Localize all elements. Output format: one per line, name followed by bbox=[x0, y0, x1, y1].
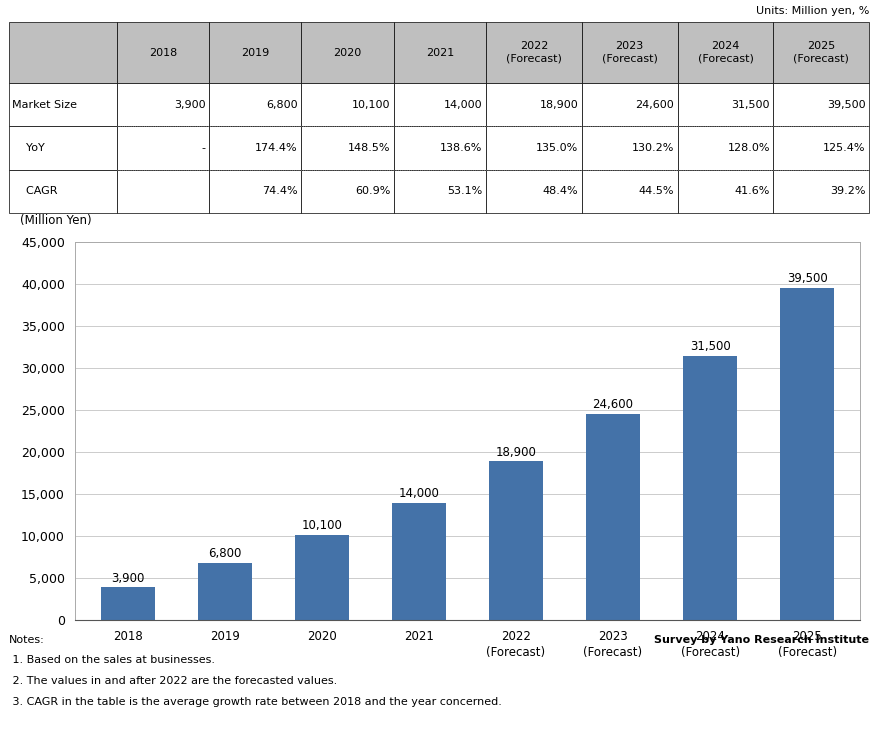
FancyBboxPatch shape bbox=[9, 170, 117, 213]
Text: 174.4%: 174.4% bbox=[255, 143, 297, 153]
Text: 2. The values in and after 2022 are the forecasted values.: 2. The values in and after 2022 are the … bbox=[9, 676, 337, 686]
FancyBboxPatch shape bbox=[209, 22, 301, 83]
FancyBboxPatch shape bbox=[393, 170, 486, 213]
FancyBboxPatch shape bbox=[9, 83, 117, 126]
Bar bbox=[682, 356, 736, 620]
Text: 39.2%: 39.2% bbox=[830, 186, 865, 196]
FancyBboxPatch shape bbox=[393, 22, 486, 83]
Text: 6,800: 6,800 bbox=[208, 547, 241, 560]
Text: 10,100: 10,100 bbox=[301, 520, 342, 532]
Bar bbox=[780, 288, 833, 620]
Text: 2025
(Forecast): 2025 (Forecast) bbox=[793, 41, 848, 64]
Text: 31,500: 31,500 bbox=[731, 100, 769, 109]
Text: 1. Based on the sales at businesses.: 1. Based on the sales at businesses. bbox=[9, 655, 215, 666]
Text: 2021: 2021 bbox=[425, 48, 453, 57]
FancyBboxPatch shape bbox=[486, 170, 581, 213]
Text: 44.5%: 44.5% bbox=[638, 186, 674, 196]
FancyBboxPatch shape bbox=[677, 22, 773, 83]
FancyBboxPatch shape bbox=[301, 22, 393, 83]
Text: 31,500: 31,500 bbox=[689, 340, 730, 352]
FancyBboxPatch shape bbox=[9, 22, 117, 83]
Text: Units: Million yen, %: Units: Million yen, % bbox=[755, 6, 868, 16]
FancyBboxPatch shape bbox=[677, 170, 773, 213]
FancyBboxPatch shape bbox=[209, 170, 301, 213]
Text: 10,100: 10,100 bbox=[352, 100, 389, 109]
FancyBboxPatch shape bbox=[773, 126, 868, 170]
FancyBboxPatch shape bbox=[9, 126, 117, 170]
FancyBboxPatch shape bbox=[677, 126, 773, 170]
Bar bbox=[488, 462, 542, 620]
Bar bbox=[586, 413, 639, 620]
Text: 3. CAGR in the table is the average growth rate between 2018 and the year concer: 3. CAGR in the table is the average grow… bbox=[9, 697, 501, 707]
Text: 41.6%: 41.6% bbox=[734, 186, 769, 196]
Text: 74.4%: 74.4% bbox=[262, 186, 297, 196]
Text: 2018: 2018 bbox=[148, 48, 177, 57]
FancyBboxPatch shape bbox=[773, 83, 868, 126]
Text: 39,500: 39,500 bbox=[786, 272, 826, 286]
Text: 18,900: 18,900 bbox=[539, 100, 578, 109]
Text: 125.4%: 125.4% bbox=[823, 143, 865, 153]
FancyBboxPatch shape bbox=[773, 22, 868, 83]
FancyBboxPatch shape bbox=[486, 126, 581, 170]
FancyBboxPatch shape bbox=[301, 126, 393, 170]
FancyBboxPatch shape bbox=[209, 83, 301, 126]
FancyBboxPatch shape bbox=[393, 126, 486, 170]
Text: 138.6%: 138.6% bbox=[439, 143, 482, 153]
Text: 24,600: 24,600 bbox=[635, 100, 674, 109]
Bar bbox=[392, 503, 446, 620]
Text: CAGR: CAGR bbox=[19, 186, 58, 196]
Text: 148.5%: 148.5% bbox=[347, 143, 389, 153]
Text: 53.1%: 53.1% bbox=[446, 186, 482, 196]
Text: 3,900: 3,900 bbox=[111, 572, 145, 584]
Text: 39,500: 39,500 bbox=[826, 100, 865, 109]
FancyBboxPatch shape bbox=[117, 83, 209, 126]
FancyBboxPatch shape bbox=[677, 83, 773, 126]
FancyBboxPatch shape bbox=[117, 22, 209, 83]
Text: 48.4%: 48.4% bbox=[542, 186, 578, 196]
FancyBboxPatch shape bbox=[581, 126, 677, 170]
Text: 18,900: 18,900 bbox=[495, 446, 536, 459]
FancyBboxPatch shape bbox=[581, 22, 677, 83]
Text: 135.0%: 135.0% bbox=[536, 143, 578, 153]
FancyBboxPatch shape bbox=[773, 170, 868, 213]
Bar bbox=[198, 563, 252, 620]
Bar bbox=[101, 587, 154, 620]
FancyBboxPatch shape bbox=[393, 83, 486, 126]
Text: 24,600: 24,600 bbox=[592, 398, 633, 410]
Text: 60.9%: 60.9% bbox=[354, 186, 389, 196]
Text: 14,000: 14,000 bbox=[444, 100, 482, 109]
Text: Notes:: Notes: bbox=[9, 635, 45, 645]
Text: 2019: 2019 bbox=[241, 48, 269, 57]
FancyBboxPatch shape bbox=[301, 83, 393, 126]
Text: 2024
(Forecast): 2024 (Forecast) bbox=[697, 41, 752, 64]
Text: YoY: YoY bbox=[19, 143, 45, 153]
FancyBboxPatch shape bbox=[301, 170, 393, 213]
Text: 6,800: 6,800 bbox=[266, 100, 297, 109]
FancyBboxPatch shape bbox=[486, 83, 581, 126]
Text: 128.0%: 128.0% bbox=[726, 143, 769, 153]
FancyBboxPatch shape bbox=[117, 126, 209, 170]
Text: 2023
(Forecast): 2023 (Forecast) bbox=[601, 41, 657, 64]
Text: 130.2%: 130.2% bbox=[631, 143, 674, 153]
FancyBboxPatch shape bbox=[581, 83, 677, 126]
Text: 2022
(Forecast): 2022 (Forecast) bbox=[505, 41, 561, 64]
FancyBboxPatch shape bbox=[581, 170, 677, 213]
Text: -: - bbox=[201, 143, 205, 153]
FancyBboxPatch shape bbox=[486, 22, 581, 83]
Text: Market Size: Market Size bbox=[12, 100, 77, 109]
Text: 14,000: 14,000 bbox=[398, 487, 439, 500]
Text: Survey by Yano Research Institute: Survey by Yano Research Institute bbox=[653, 635, 868, 645]
FancyBboxPatch shape bbox=[209, 126, 301, 170]
Text: (Million Yen): (Million Yen) bbox=[19, 214, 91, 227]
Text: 2020: 2020 bbox=[333, 48, 361, 57]
Text: 3,900: 3,900 bbox=[174, 100, 205, 109]
FancyBboxPatch shape bbox=[117, 170, 209, 213]
Bar bbox=[295, 535, 348, 620]
